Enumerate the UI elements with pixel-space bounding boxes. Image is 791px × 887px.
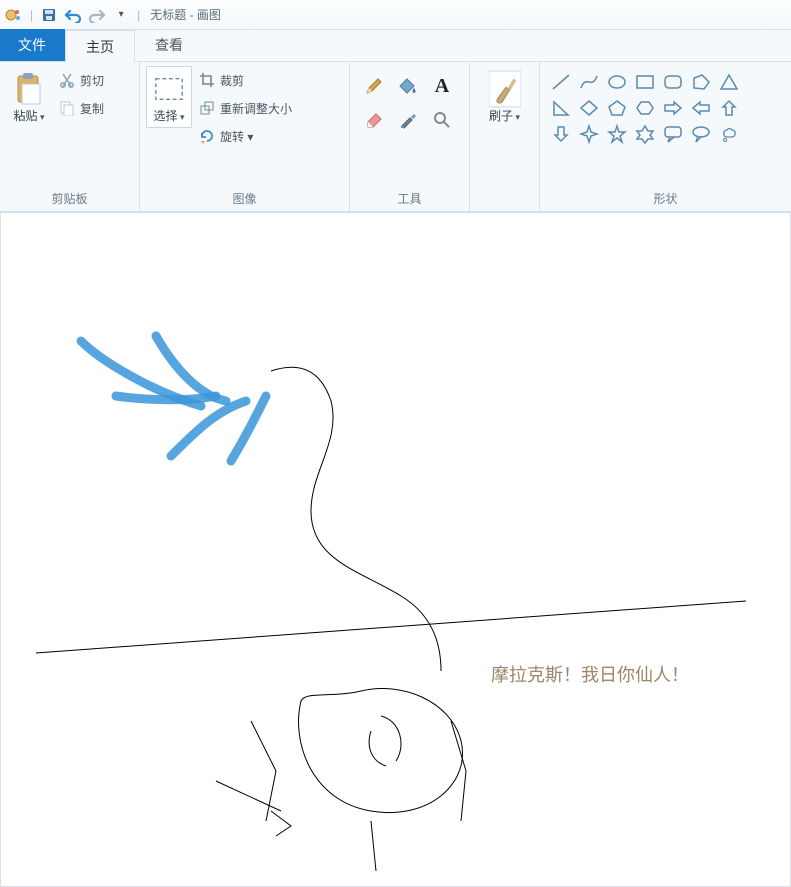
- title-bar: | ▾ | 无标题 - 画图: [0, 0, 791, 30]
- window-title: 无标题 - 画图: [146, 6, 221, 23]
- paste-button[interactable]: 粘贴: [6, 66, 52, 128]
- shape-star5[interactable]: [604, 122, 630, 146]
- shape-oval[interactable]: [604, 70, 630, 94]
- shape-callout-oval[interactable]: [688, 122, 714, 146]
- rotate-button[interactable]: 旋转 ▾: [196, 122, 294, 150]
- group-brushes-label: [476, 189, 533, 209]
- cut-icon: [58, 71, 76, 89]
- brushes-button[interactable]: 刷子: [482, 66, 528, 128]
- qat-separator: |: [28, 8, 35, 22]
- rotate-label: 旋转 ▾: [220, 128, 253, 145]
- tab-view[interactable]: 查看: [135, 29, 204, 61]
- tool-eraser[interactable]: [360, 106, 388, 134]
- shape-callout-round[interactable]: [660, 122, 686, 146]
- qat-customize-icon[interactable]: ▾: [111, 5, 131, 25]
- shape-line[interactable]: [548, 70, 574, 94]
- shape-arrow-down[interactable]: [548, 122, 574, 146]
- shape-hexagon[interactable]: [632, 96, 658, 120]
- copy-button[interactable]: 复制: [56, 94, 106, 122]
- shape-star6[interactable]: [632, 122, 658, 146]
- shape-arrow-up[interactable]: [716, 96, 742, 120]
- copy-icon: [58, 99, 76, 117]
- redo-icon[interactable]: [87, 5, 107, 25]
- paste-label: 粘贴: [13, 109, 44, 123]
- select-icon: [153, 71, 185, 107]
- shapes-gallery[interactable]: [546, 66, 744, 150]
- shape-pentagon[interactable]: [604, 96, 630, 120]
- tab-home[interactable]: 主页: [65, 30, 135, 62]
- tool-text[interactable]: A: [428, 72, 456, 100]
- shape-curve[interactable]: [576, 70, 602, 94]
- brushes-label: 刷子: [489, 109, 520, 123]
- paste-icon: [13, 71, 45, 107]
- cut-button[interactable]: 剪切: [56, 66, 106, 94]
- canvas-area[interactable]: 摩拉克斯！我日你仙人！: [0, 212, 791, 887]
- tool-pencil[interactable]: [360, 72, 388, 100]
- ribbon-tabs: 文件 主页 查看: [0, 30, 791, 62]
- shape-star4[interactable]: [576, 122, 602, 146]
- crop-button[interactable]: 裁剪: [196, 66, 294, 94]
- resize-label: 重新调整大小: [220, 100, 292, 117]
- shape-round-rect[interactable]: [660, 70, 686, 94]
- tool-fill[interactable]: [394, 72, 422, 100]
- group-shapes-label: 形状: [546, 186, 785, 209]
- shape-callout-cloud[interactable]: [716, 122, 742, 146]
- shape-polygon[interactable]: [688, 70, 714, 94]
- group-tools: A 工具: [350, 62, 470, 211]
- canvas-text: 摩拉克斯！我日你仙人！: [491, 661, 689, 687]
- copy-label: 复制: [80, 100, 104, 117]
- shape-arrow-left[interactable]: [688, 96, 714, 120]
- drawing-canvas[interactable]: [1, 213, 791, 887]
- tool-magnifier[interactable]: [428, 106, 456, 134]
- rotate-icon: [198, 127, 216, 145]
- select-button[interactable]: 选择: [146, 66, 192, 128]
- ribbon: 粘贴 剪切 复制 剪贴板: [0, 62, 791, 212]
- group-clipboard: 粘贴 剪切 复制 剪贴板: [0, 62, 140, 211]
- save-icon[interactable]: [39, 5, 59, 25]
- group-shapes: 形状: [540, 62, 791, 211]
- shape-rect[interactable]: [632, 70, 658, 94]
- crop-label: 裁剪: [220, 72, 244, 89]
- brush-icon: [489, 71, 521, 107]
- group-brushes: 刷子: [470, 62, 540, 211]
- cut-label: 剪切: [80, 72, 104, 89]
- shape-triangle[interactable]: [716, 70, 742, 94]
- qat-separator-2: |: [135, 8, 142, 22]
- resize-icon: [198, 99, 216, 117]
- shape-arrow-right[interactable]: [660, 96, 686, 120]
- shape-diamond[interactable]: [576, 96, 602, 120]
- resize-button[interactable]: 重新调整大小: [196, 94, 294, 122]
- group-image-label: 图像: [146, 186, 343, 209]
- select-label: 选择: [153, 109, 184, 123]
- undo-icon[interactable]: [63, 5, 83, 25]
- shape-right-triangle[interactable]: [548, 96, 574, 120]
- tab-file[interactable]: 文件: [0, 29, 65, 61]
- crop-icon: [198, 71, 216, 89]
- group-clipboard-label: 剪贴板: [6, 186, 133, 209]
- tool-picker[interactable]: [394, 106, 422, 134]
- group-tools-label: 工具: [356, 186, 463, 209]
- group-image: 选择 裁剪 重新调整大小: [140, 62, 350, 211]
- app-icon: [4, 5, 24, 25]
